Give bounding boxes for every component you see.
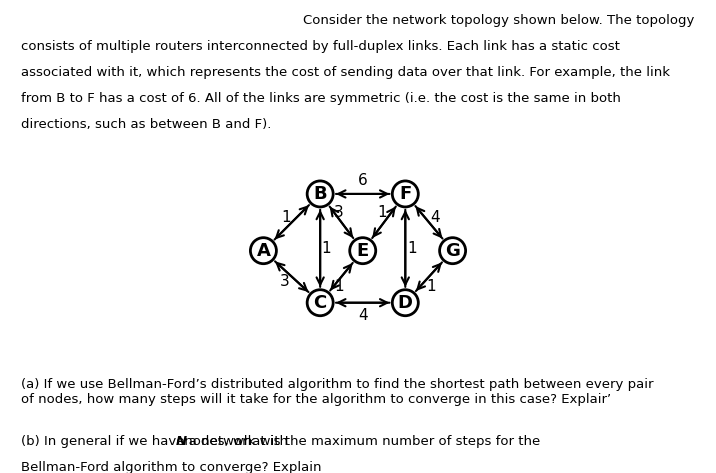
- Text: C: C: [314, 294, 326, 312]
- Text: 6: 6: [358, 174, 367, 188]
- Text: 1: 1: [321, 241, 331, 256]
- Circle shape: [440, 238, 465, 264]
- Text: 1: 1: [407, 241, 417, 256]
- Text: D: D: [398, 294, 413, 312]
- Text: directions, such as between B and F).: directions, such as between B and F).: [21, 118, 272, 131]
- Text: F: F: [400, 185, 412, 203]
- Text: 1: 1: [334, 279, 344, 294]
- Circle shape: [392, 181, 418, 207]
- Circle shape: [307, 289, 333, 316]
- Text: (a) If we use Bellman-Ford’s distributed algorithm to find the shortest path bet: (a) If we use Bellman-Ford’s distributed…: [21, 378, 654, 406]
- Text: associated with it, which represents the cost of sending data over that link. Fo: associated with it, which represents the…: [21, 66, 670, 79]
- Text: B: B: [314, 185, 327, 203]
- Text: 1: 1: [427, 279, 436, 294]
- Text: 3: 3: [280, 274, 289, 289]
- Circle shape: [392, 289, 418, 316]
- Text: nodes, what is the maximum number of steps for the: nodes, what is the maximum number of ste…: [180, 435, 540, 448]
- Text: N: N: [175, 435, 187, 448]
- Circle shape: [307, 181, 333, 207]
- Text: from B to F has a cost of 6. All of the links are symmetric (i.e. the cost is th: from B to F has a cost of 6. All of the …: [21, 92, 621, 105]
- Text: Bellman-Ford algorithm to converge? Explain: Bellman-Ford algorithm to converge? Expl…: [21, 461, 322, 473]
- Text: E: E: [357, 242, 369, 260]
- Text: consists of multiple routers interconnected by full-duplex links. Each link has : consists of multiple routers interconnec…: [21, 40, 620, 53]
- Text: 4: 4: [358, 308, 367, 323]
- Text: A: A: [256, 242, 271, 260]
- Circle shape: [251, 238, 276, 264]
- Text: 4: 4: [430, 210, 440, 225]
- Text: Consider the network topology shown below. The topology: Consider the network topology shown belo…: [303, 14, 695, 27]
- Text: 1: 1: [377, 205, 387, 220]
- Text: 1: 1: [281, 210, 291, 225]
- Text: G: G: [445, 242, 460, 260]
- Text: (b) In general if we have a network with: (b) In general if we have a network with: [21, 435, 293, 448]
- Text: 3: 3: [334, 205, 344, 220]
- Circle shape: [349, 238, 376, 264]
